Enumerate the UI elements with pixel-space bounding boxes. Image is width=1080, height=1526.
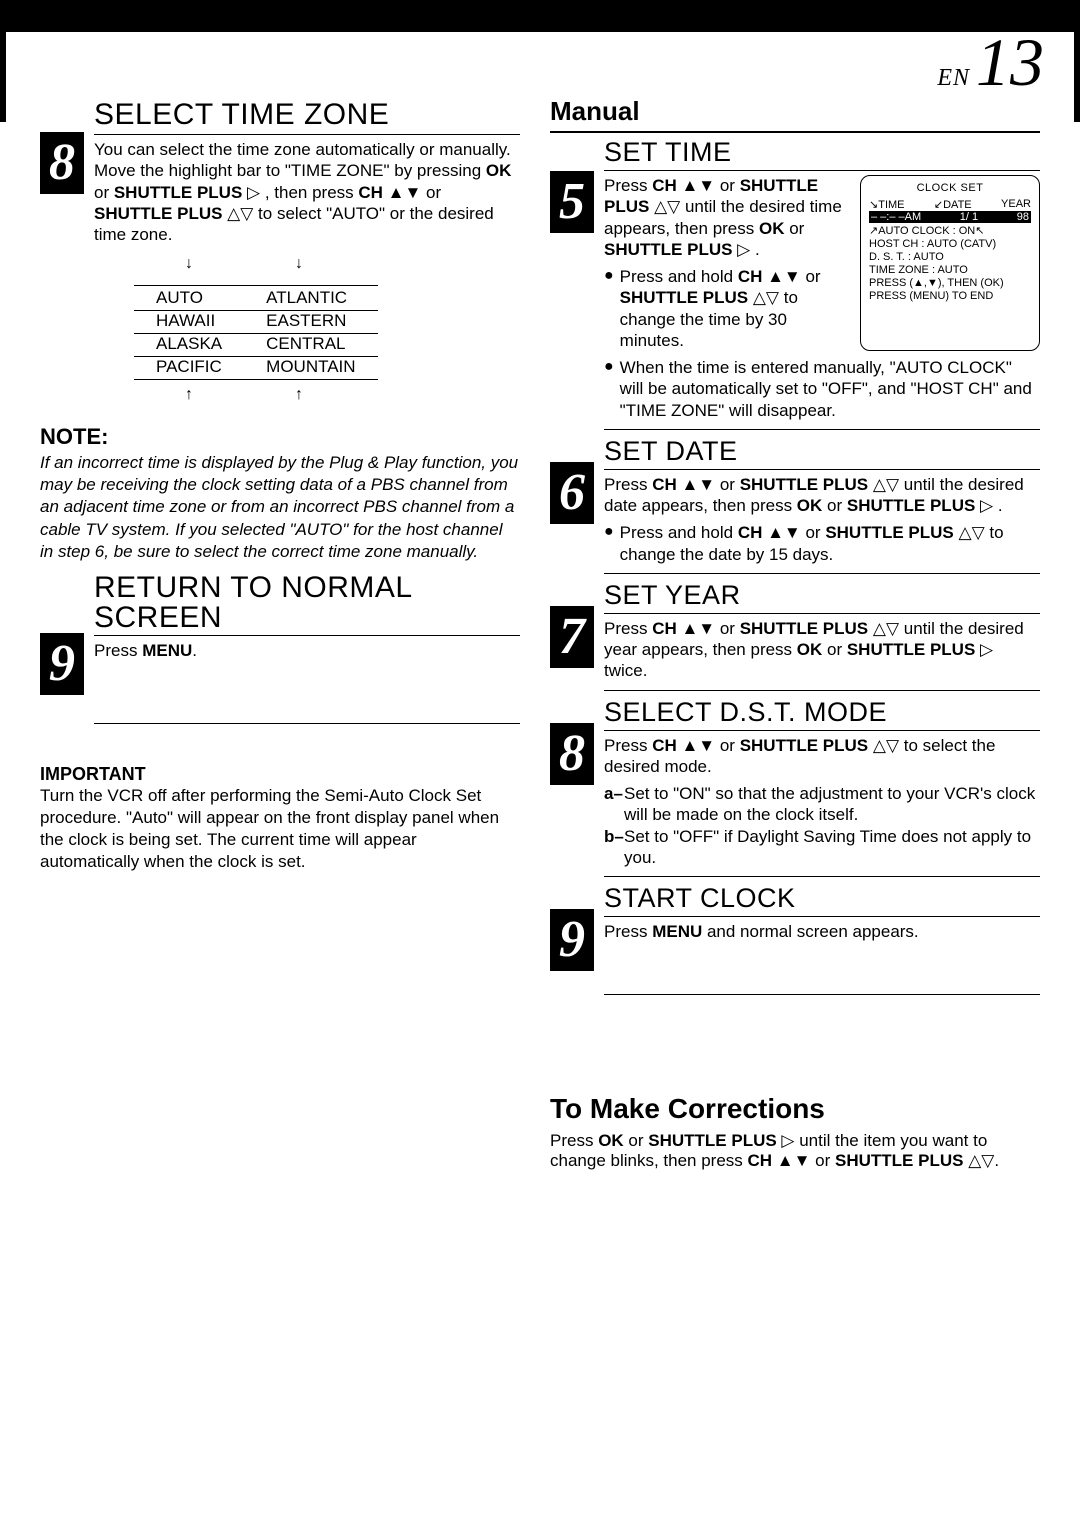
step-number-7: 7 bbox=[550, 606, 594, 668]
right-step-9: 9 START CLOCK Press MENU and normal scre… bbox=[550, 883, 1040, 1003]
step-title: SET YEAR bbox=[604, 580, 1040, 614]
note-text: If an incorrect time is displayed by the… bbox=[40, 452, 520, 562]
timezone-cell: ATLANTIC bbox=[244, 286, 377, 311]
option-text: Set to "OFF" if Daylight Saving Time doe… bbox=[624, 826, 1040, 869]
clock-set-panel: CLOCK SET ↘TIME ↙DATE YEAR – –:– –AM 1/ … bbox=[860, 175, 1040, 351]
step-title: SET DATE bbox=[604, 436, 1040, 470]
clock-hdr: ↙DATE bbox=[934, 198, 972, 211]
step-title: SELECT D.S.T. MODE bbox=[604, 697, 1040, 731]
bullet-text: Press and hold CH ▲▼ or SHUTTLE PLUS △▽ … bbox=[620, 266, 850, 351]
step-body: SET TIME Press CH ▲▼ or SHUTTLE PLUS △▽ … bbox=[604, 137, 1040, 430]
arrow-down-icon: ↓ bbox=[244, 255, 354, 273]
bullet-icon: ● bbox=[604, 522, 614, 565]
left-step-8: 8 SELECT TIME ZONE You can select the ti… bbox=[40, 132, 520, 404]
left-column: 8 SELECT TIME ZONE You can select the ti… bbox=[40, 132, 520, 1171]
note-heading: NOTE: bbox=[40, 424, 520, 450]
step-body: START CLOCK Press MENU and normal screen… bbox=[604, 883, 1040, 1003]
right-step-8: 8 SELECT D.S.T. MODE Press CH ▲▼ or SHUT… bbox=[550, 697, 1040, 878]
option-b-row: b– Set to "OFF" if Daylight Saving Time … bbox=[604, 826, 1040, 869]
timezone-cell: PACIFIC bbox=[134, 357, 244, 380]
step-body: SELECT TIME ZONE You can select the time… bbox=[94, 98, 520, 404]
page-frame: EN 13 bbox=[0, 32, 1080, 122]
clock-line: D. S. T. : AUTO bbox=[869, 251, 1031, 263]
step-text: Press CH ▲▼ or SHUTTLE PLUS △▽ until the… bbox=[604, 474, 1040, 517]
top-black-bar bbox=[0, 0, 1080, 32]
step-body: SELECT D.S.T. MODE Press CH ▲▼ or SHUTTL… bbox=[604, 697, 1040, 878]
clock-time: – –:– –AM bbox=[871, 211, 921, 223]
step-number-8: 8 bbox=[550, 723, 594, 785]
step-text: Press CH ▲▼ or SHUTTLE PLUS △▽ to select… bbox=[604, 735, 1040, 778]
clock-line: TIME ZONE : AUTO bbox=[869, 264, 1031, 276]
bullet-row: ● Press and hold CH ▲▼ or SHUTTLE PLUS △… bbox=[604, 266, 850, 351]
clock-line: PRESS (▲,▼), THEN (OK) bbox=[869, 277, 1031, 289]
step-body: SET YEAR Press CH ▲▼ or SHUTTLE PLUS △▽ … bbox=[604, 580, 1040, 691]
timezone-cell: CENTRAL bbox=[244, 334, 377, 357]
option-label: a– bbox=[604, 783, 618, 826]
option-text: Set to "ON" so that the adjustment to yo… bbox=[624, 783, 1040, 826]
important-heading: IMPORTANT bbox=[40, 764, 520, 785]
arrow-up-icon: ↑ bbox=[244, 386, 354, 404]
bullet-icon: ● bbox=[604, 266, 614, 351]
arrow-up-icon: ↑ bbox=[134, 386, 244, 404]
page-number: 13 bbox=[976, 28, 1044, 96]
arrow-down-icon: ↓ bbox=[134, 255, 244, 273]
bullet-text: When the time is entered manually, "AUTO… bbox=[620, 357, 1040, 421]
step-number-5: 5 bbox=[550, 171, 594, 233]
en-label: EN bbox=[937, 65, 970, 92]
bullet-row: ● Press and hold CH ▲▼ or SHUTTLE PLUS △… bbox=[604, 522, 1040, 565]
step-text: You can select the time zone automatical… bbox=[94, 139, 520, 245]
corrections-heading: To Make Corrections bbox=[550, 1093, 1040, 1125]
bullet-row: ● When the time is entered manually, "AU… bbox=[604, 357, 1040, 421]
clock-date: 1/ 1 bbox=[960, 211, 978, 223]
clock-title: CLOCK SET bbox=[869, 182, 1031, 194]
bullet-text: Press and hold CH ▲▼ or SHUTTLE PLUS △▽ … bbox=[620, 522, 1040, 565]
timezone-cell: EASTERN bbox=[244, 311, 377, 334]
important-text: Turn the VCR off after performing the Se… bbox=[40, 785, 520, 873]
step-number-9: 9 bbox=[40, 633, 84, 695]
step-text: Press CH ▲▼ or SHUTTLE PLUS △▽ until the… bbox=[604, 175, 850, 260]
timezone-table: ↓ ↓ AUTO ATLANTIC HAWAII EASTERN bbox=[94, 255, 520, 404]
option-a-row: a– Set to "ON" so that the adjustment to… bbox=[604, 783, 1040, 826]
clock-hdr: YEAR bbox=[1001, 198, 1031, 211]
step-title: RETURN TO NORMAL SCREEN bbox=[94, 573, 520, 636]
option-label: b– bbox=[604, 826, 618, 869]
step-title: START CLOCK bbox=[604, 883, 1040, 917]
timezone-cell: HAWAII bbox=[134, 311, 244, 334]
left-step-9: 9 RETURN TO NORMAL SCREEN Press MENU. bbox=[40, 573, 520, 724]
bullet-icon: ● bbox=[604, 357, 614, 421]
step-text: Press MENU and normal screen appears. bbox=[604, 921, 1040, 942]
page-number-region: EN 13 bbox=[937, 28, 1044, 96]
step-number-9: 9 bbox=[550, 909, 594, 971]
clock-hdr: ↘TIME bbox=[869, 198, 905, 211]
clock-line: PRESS (MENU) TO END bbox=[869, 290, 1031, 302]
corrections-text: Press OK or SHUTTLE PLUS ▷ until the ite… bbox=[550, 1131, 1040, 1171]
clock-line: HOST CH : AUTO (CATV) bbox=[869, 238, 1031, 250]
right-step-7: 7 SET YEAR Press CH ▲▼ or SHUTTLE PLUS △… bbox=[550, 580, 1040, 691]
timezone-cell: ALASKA bbox=[134, 334, 244, 357]
step-body: RETURN TO NORMAL SCREEN Press MENU. bbox=[94, 573, 520, 724]
content-columns: 8 SELECT TIME ZONE You can select the ti… bbox=[0, 132, 1080, 1171]
step-text: Press MENU. bbox=[94, 640, 520, 661]
step-title: SET TIME bbox=[604, 137, 1040, 171]
right-column: Manual 5 SET TIME Press CH ▲▼ or SHUTTLE… bbox=[550, 132, 1040, 1171]
timezone-cell: AUTO bbox=[134, 286, 244, 311]
step-number-8: 8 bbox=[40, 132, 84, 194]
step-text: Press CH ▲▼ or SHUTTLE PLUS △▽ until the… bbox=[604, 618, 1040, 682]
step-number-6: 6 bbox=[550, 462, 594, 524]
clock-line: ↗AUTO CLOCK : ON↖ bbox=[869, 224, 1031, 237]
right-step-6: 6 SET DATE Press CH ▲▼ or SHUTTLE PLUS △… bbox=[550, 436, 1040, 574]
right-step-5: 5 SET TIME Press CH ▲▼ or SHUTTLE PLUS △… bbox=[550, 137, 1040, 430]
step-body: SET DATE Press CH ▲▼ or SHUTTLE PLUS △▽ … bbox=[604, 436, 1040, 574]
clock-year: 98 bbox=[1017, 211, 1029, 223]
timezone-cell: MOUNTAIN bbox=[244, 357, 377, 380]
